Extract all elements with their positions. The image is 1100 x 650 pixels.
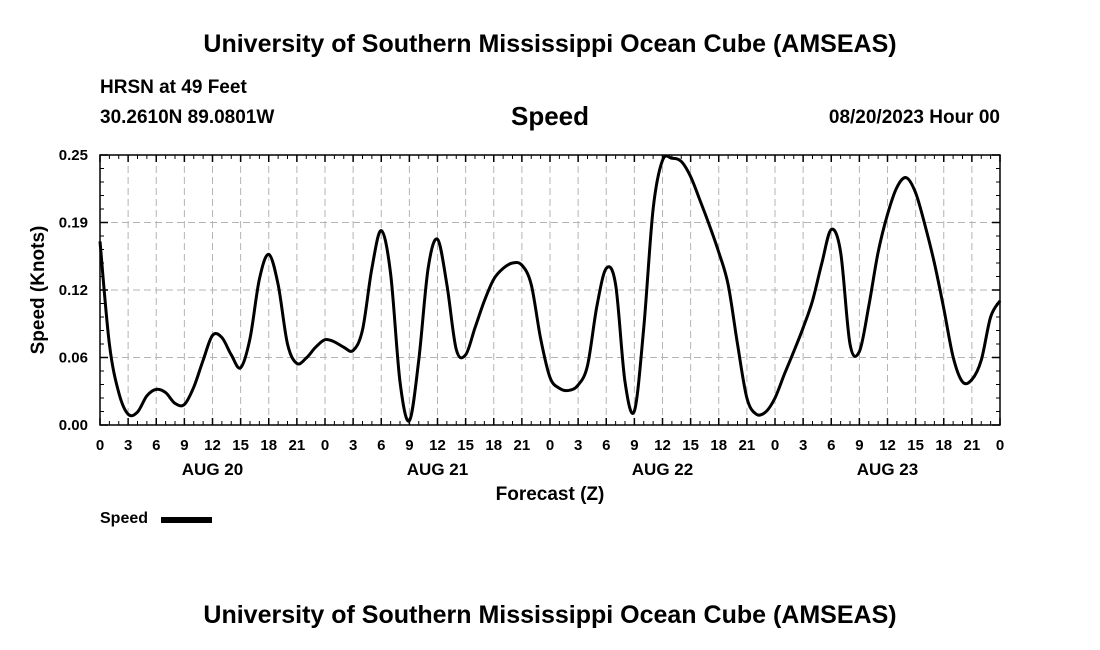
footer-title: University of Southern Mississippi Ocean…	[203, 601, 897, 629]
station-label: HRSN at 49 Feet	[100, 77, 247, 98]
x-tick-label: 6	[152, 437, 160, 454]
forecast-date: 08/20/2023 Hour 00	[828, 107, 1000, 128]
x-tick-label: 0	[771, 437, 779, 454]
x-tick-label: 6	[602, 437, 610, 454]
x-tick-label: 18	[485, 437, 502, 454]
x-tick-label: 0	[546, 437, 554, 454]
chart-title: Speed	[510, 101, 590, 131]
speed-series-line	[98, 154, 1002, 423]
x-tick-label: 21	[289, 437, 306, 454]
x-tick-label: 15	[907, 437, 924, 454]
y-axis-label: Speed (Knots)	[28, 226, 49, 355]
x-day-label: AUG 20	[182, 460, 243, 479]
x-tick-label: 3	[799, 437, 807, 454]
x-tick-label: 18	[710, 437, 727, 454]
x-axis-label: Forecast (Z)	[496, 484, 605, 505]
x-tick-label: 21	[514, 437, 531, 454]
y-tick-label: 0.19	[59, 215, 88, 232]
y-tick-label: 0.25	[59, 147, 88, 164]
plot-frame	[99, 154, 1001, 426]
x-tick-label: 12	[204, 437, 221, 454]
x-tick-label: 15	[232, 437, 249, 454]
legend-label: Speed	[100, 510, 149, 527]
tick-labels: 0 3 6 9 12 15 18 21 0 3 6 9 12 15 18 21 0 3 6 9 12 15 18 21 0 3 6 9…	[59, 147, 1004, 479]
x-tick-label: 18	[260, 437, 277, 454]
report-title: University of Southern Mississippi Ocean…	[203, 30, 897, 58]
x-tick-label: 0	[96, 437, 104, 454]
x-tick-label: 12	[429, 437, 446, 454]
x-tick-label: 6	[827, 437, 835, 454]
coordinates-label: 30.2610N 89.0801W	[100, 107, 275, 128]
y-tick-label: 0.12	[59, 282, 88, 299]
x-tick-label: 0	[996, 437, 1004, 454]
x-tick-label: 15	[457, 437, 474, 454]
x-tick-label: 9	[180, 437, 188, 454]
x-day-label: AUG 22	[632, 460, 693, 479]
x-tick-label: 18	[935, 437, 952, 454]
x-tick-label: 21	[739, 437, 756, 454]
x-tick-label: 3	[349, 437, 357, 454]
x-tick-label: 6	[377, 437, 385, 454]
x-day-label: AUG 21	[407, 460, 468, 479]
x-day-label: AUG 23	[857, 460, 918, 479]
legend-line-swatch	[161, 517, 212, 523]
x-tick-label: 0	[321, 437, 329, 454]
x-tick-label: 3	[574, 437, 582, 454]
x-tick-label: 9	[855, 437, 863, 454]
x-tick-label: 3	[124, 437, 132, 454]
y-tick-label: 0.06	[59, 350, 88, 367]
x-tick-label: 12	[654, 437, 671, 454]
grid-lines	[100, 155, 1000, 425]
x-tick-label: 12	[879, 437, 896, 454]
x-tick-label: 21	[964, 437, 981, 454]
x-tick-label: 9	[405, 437, 413, 454]
x-tick-label: 9	[630, 437, 638, 454]
x-tick-label: 15	[682, 437, 699, 454]
y-tick-label: 0.00	[59, 417, 88, 434]
